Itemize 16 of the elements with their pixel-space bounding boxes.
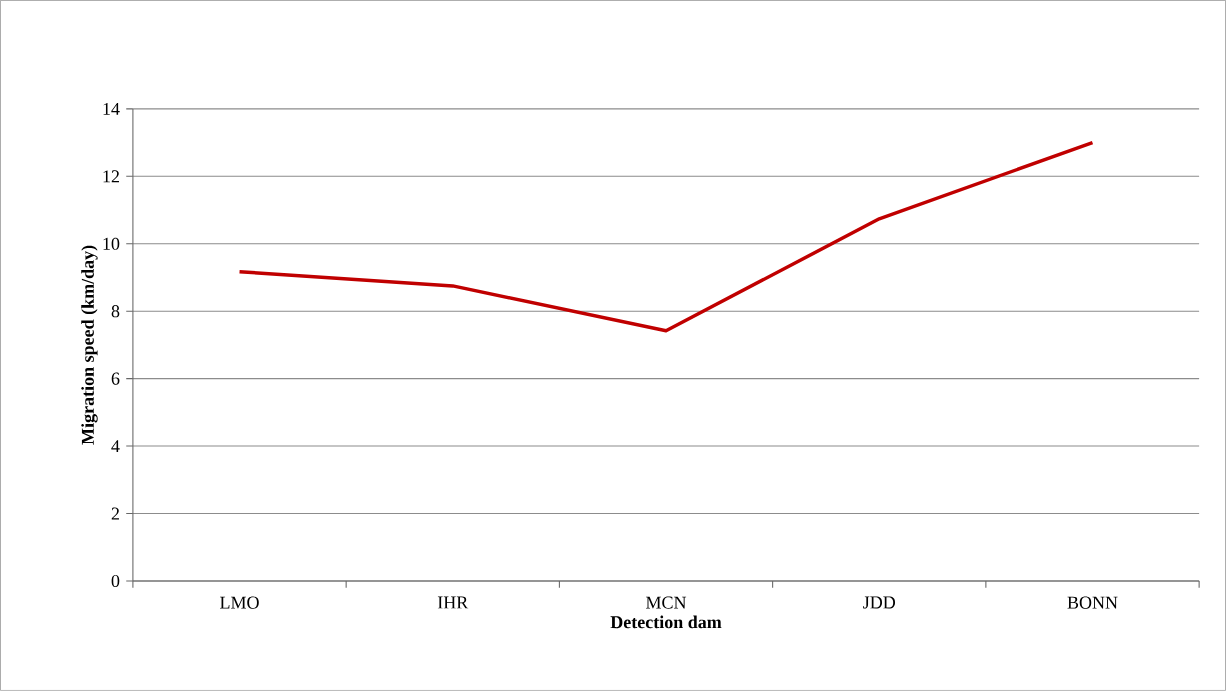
x-tick-label: JDD — [863, 596, 896, 609]
y-tick-label: 10 — [103, 237, 120, 250]
y-tick-label: 2 — [111, 507, 119, 520]
y-axis-title: Migration speed (km/day) — [81, 245, 98, 445]
y-tick-label: 8 — [111, 305, 120, 318]
x-tick-label: MCN — [646, 596, 687, 609]
y-tick-label: 4 — [111, 440, 120, 453]
y-tick-label: 0 — [111, 574, 120, 588]
x-tick-label: LMO — [220, 596, 259, 609]
x-tick-label: BONN — [1067, 596, 1118, 609]
y-tick-label: 12 — [103, 170, 119, 183]
x-axis-title: Detection dam — [610, 615, 722, 629]
y-tick-label: 14 — [103, 103, 120, 115]
y-tick-label: 6 — [111, 372, 120, 385]
line-series — [237, 140, 1095, 333]
x-tick-label: IHR — [437, 596, 469, 609]
